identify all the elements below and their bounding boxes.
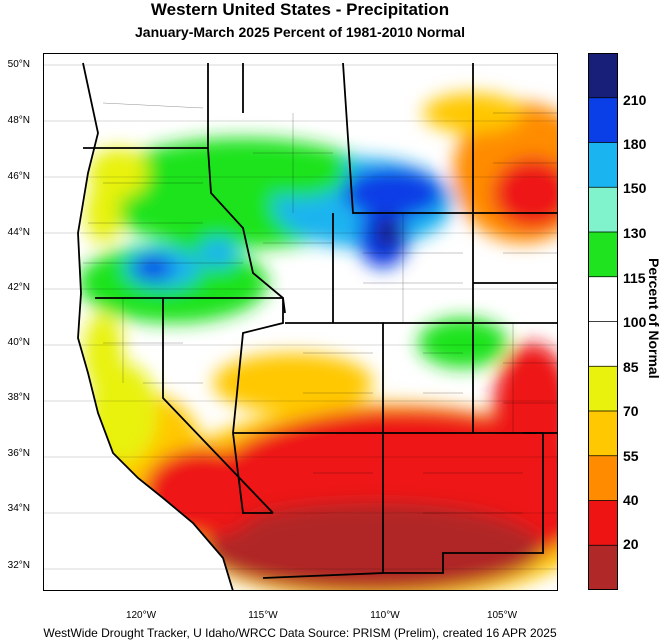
colorbar-label: 100 — [623, 314, 647, 330]
lon-label: 120°W — [125, 610, 157, 621]
colorbar-label: 130 — [623, 225, 647, 241]
lat-label: 42°N — [7, 282, 30, 293]
colorbar — [588, 53, 618, 590]
colorbar-segment — [588, 53, 618, 99]
lat-label: 44°N — [7, 227, 30, 238]
colorbar-label: 20 — [623, 536, 639, 552]
colorbar-segment — [588, 411, 618, 457]
map-frame — [43, 53, 558, 591]
colorbar-label: 115 — [623, 270, 646, 286]
colorbar-segment — [588, 187, 618, 233]
colorbar-segment — [588, 366, 618, 412]
colorbar-label: 210 — [623, 92, 647, 108]
colorbar-segment — [588, 500, 618, 546]
colorbar-label: 70 — [623, 403, 639, 419]
colorbar-label: 85 — [623, 359, 639, 375]
colorbar-label: 55 — [623, 448, 639, 464]
colorbar-label: 150 — [623, 180, 647, 196]
colorbar-segment — [588, 321, 618, 367]
lon-label: 105°W — [486, 610, 518, 621]
map-title: Western United States - Precipitation — [150, 0, 450, 19]
lat-label: 32°N — [7, 560, 30, 571]
state-boundaries — [77, 62, 558, 591]
map-subtitle: January-March 2025 Percent of 1981-2010 … — [135, 24, 465, 40]
colorbar-segment — [588, 142, 618, 188]
lat-label: 48°N — [7, 115, 30, 126]
lon-label: 110°W — [370, 610, 400, 621]
precipitation-map — [43, 53, 558, 591]
precip-field — [78, 63, 558, 591]
colorbar-label: 40 — [623, 492, 639, 508]
colorbar-segment — [588, 232, 618, 278]
lat-label: 40°N — [7, 337, 30, 348]
lat-label: 36°N — [7, 448, 30, 459]
colorbar-label: 180 — [623, 136, 647, 152]
lat-label: 38°N — [7, 392, 30, 403]
colorbar-title: Percent of Normal — [646, 258, 662, 379]
credit-footer: WestWide Drought Tracker, U Idaho/WRCC D… — [43, 626, 557, 640]
colorbar-frame — [588, 53, 618, 590]
lon-label: 115°W — [248, 610, 278, 621]
graticule — [43, 64, 558, 570]
colorbar-segment — [588, 97, 618, 143]
lat-label: 34°N — [7, 503, 30, 514]
colorbar-segment — [588, 276, 618, 322]
county-boundaries — [83, 102, 558, 514]
lat-label: 46°N — [7, 171, 30, 182]
lat-label: 50°N — [7, 59, 30, 70]
colorbar-segment — [588, 455, 618, 501]
colorbar-segment — [588, 545, 618, 590]
